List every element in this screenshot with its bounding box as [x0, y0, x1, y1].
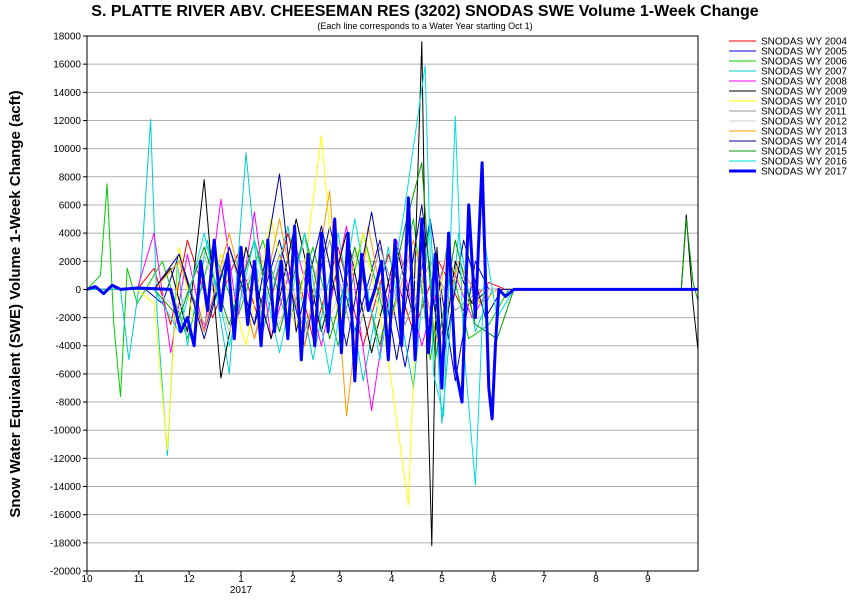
x-tick-label: 7: [541, 574, 547, 585]
legend-label: SNODAS WY 2007: [761, 67, 847, 78]
y-tick-label: -2000: [55, 313, 81, 324]
legend-label: SNODAS WY 2005: [761, 47, 847, 58]
x-tick-label: 3: [337, 574, 343, 585]
chart-title: S. PLATTE RIVER ABV. CHEESEMAN RES (3202…: [91, 3, 759, 20]
x-tick-label: 1: [238, 574, 244, 585]
x-tick-label: 11: [134, 574, 145, 585]
plot-frame: [86, 35, 699, 572]
y-tick-label: 14000: [53, 88, 81, 99]
legend-label: SNODAS WY 2014: [761, 137, 847, 148]
series-line-snodas-wy-2010: [87, 135, 698, 506]
legend-label: SNODAS WY 2016: [761, 157, 847, 168]
y-tick-label: -6000: [55, 369, 81, 380]
x-tick-label: 9: [645, 574, 651, 585]
legend-label: SNODAS WY 2015: [761, 147, 847, 158]
y-tick-label: 4000: [59, 229, 82, 240]
y-tick-label: -12000: [50, 454, 82, 465]
y-tick-label: -4000: [55, 341, 81, 352]
series-group: [86, 41, 699, 547]
x-tick-label: 12: [184, 574, 196, 585]
legend-label: SNODAS WY 2017: [761, 167, 847, 178]
legend-label: SNODAS WY 2006: [761, 57, 847, 68]
x-tick-label: 5: [439, 574, 445, 585]
chart-subtitle: (Each line corresponds to a Water Year s…: [317, 21, 532, 31]
legend-label: SNODAS WY 2010: [761, 97, 847, 108]
legend-label: SNODAS WY 2004: [761, 37, 847, 48]
y-tick-label: -16000: [50, 510, 82, 521]
x-tick-label: 6: [491, 574, 497, 585]
legend-label: SNODAS WY 2011: [761, 107, 847, 118]
y-tick-label: -10000: [50, 426, 82, 437]
y-tick-label: -8000: [55, 398, 81, 409]
y-tick-label: 18000: [53, 32, 81, 43]
y-tick-label: 0: [75, 285, 81, 296]
legend-label: SNODAS WY 2012: [761, 117, 847, 128]
y-tick-label: -20000: [50, 567, 82, 578]
series-line-snodas-wy-2017: [86, 161, 698, 421]
y-axis-ticks: -20000-18000-16000-14000-12000-10000-800…: [50, 32, 87, 578]
legend-label: SNODAS WY 2009: [761, 87, 847, 98]
y-tick-label: 6000: [59, 200, 82, 211]
legend-label: SNODAS WY 2008: [761, 77, 847, 88]
legend-label: SNODAS WY 2013: [761, 127, 847, 138]
y-tick-label: 8000: [59, 172, 82, 183]
y-tick-label: 10000: [53, 144, 81, 155]
y-tick-label: -18000: [50, 538, 82, 549]
y-axis-label: Snow Water Equivalent (SWE) Volume 1-Wee…: [7, 90, 24, 517]
x-tick-year-label: 2017: [230, 585, 253, 596]
y-tick-label: 16000: [53, 60, 81, 71]
x-tick-label: 8: [593, 574, 599, 585]
x-tick-label: 2: [290, 574, 296, 585]
y-tick-label: -14000: [50, 482, 82, 493]
x-tick-label: 10: [81, 574, 93, 585]
x-tick-label: 4: [389, 574, 395, 585]
y-tick-label: 2000: [59, 257, 82, 268]
y-tick-label: 12000: [53, 116, 81, 127]
